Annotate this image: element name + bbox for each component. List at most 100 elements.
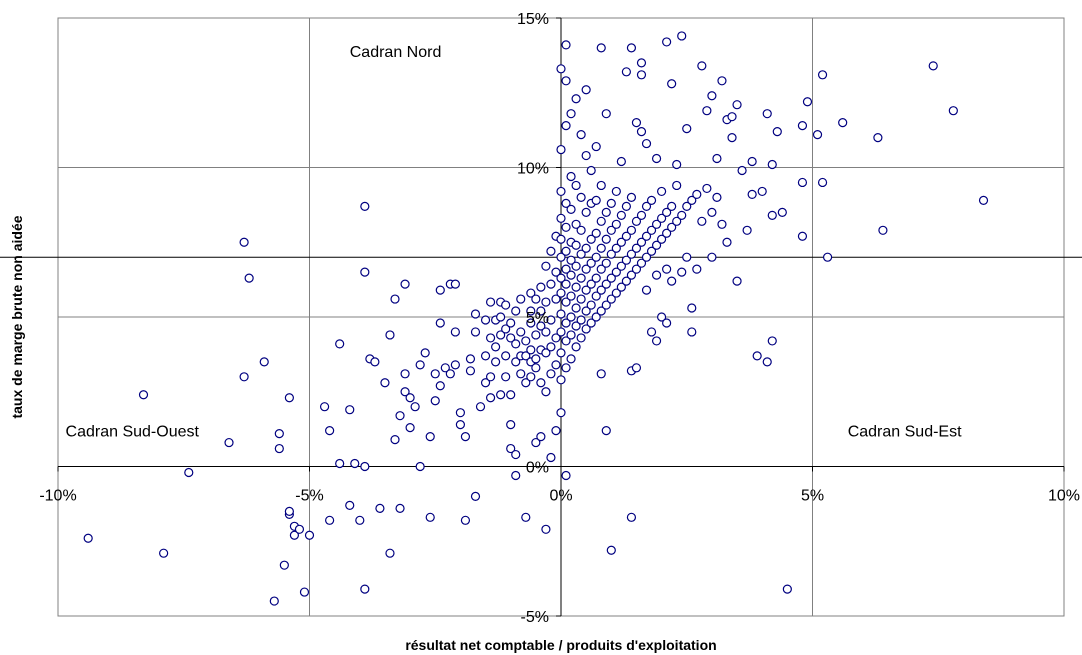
data-point: [667, 276, 677, 286]
data-point: [455, 420, 465, 430]
data-point: [480, 351, 491, 361]
data-point: [294, 524, 305, 534]
data-point: [667, 222, 677, 232]
data-point: [435, 318, 445, 328]
data-point: [566, 204, 576, 214]
data-point: [385, 330, 395, 340]
data-point: [269, 596, 279, 606]
data-point: [289, 530, 300, 540]
data-point: [656, 234, 667, 244]
data-point: [646, 225, 657, 235]
data-point: [656, 213, 667, 223]
data-point: [707, 91, 717, 101]
data-point: [817, 70, 828, 80]
data-point: [526, 372, 536, 382]
data-point: [345, 405, 355, 415]
data-point: [616, 237, 626, 247]
data-point: [707, 207, 717, 217]
data-point: [551, 294, 561, 304]
data-point: [184, 467, 194, 478]
data-point: [742, 225, 752, 235]
data-point: [531, 294, 541, 304]
data-point: [239, 237, 249, 247]
data-point: [611, 267, 621, 277]
data-point: [284, 393, 294, 403]
data-point: [651, 219, 662, 229]
data-point: [390, 294, 400, 304]
data-point: [581, 207, 591, 217]
data-point: [480, 315, 491, 325]
data-point: [672, 216, 682, 226]
data-point: [606, 545, 616, 555]
data-point: [420, 348, 430, 358]
data-point: [601, 234, 611, 244]
data-point: [460, 515, 471, 525]
data-point: [611, 186, 621, 197]
data-point: [385, 548, 395, 558]
data-point: [138, 390, 149, 400]
quadrant-label: Cadran Sud-Ouest: [66, 424, 200, 441]
data-point: [511, 306, 521, 316]
data-point: [83, 533, 93, 543]
data-point: [571, 321, 581, 331]
data-point: [682, 124, 692, 134]
data-point: [571, 303, 581, 313]
data-point: [561, 222, 571, 232]
data-point: [566, 270, 576, 280]
data-point: [802, 97, 813, 107]
data-point: [636, 58, 647, 68]
data-point: [325, 426, 335, 436]
data-point: [591, 195, 601, 205]
data-point: [616, 156, 626, 167]
data-point: [636, 258, 647, 268]
data-point: [531, 354, 541, 364]
data-point: [581, 150, 591, 161]
data-point: [501, 372, 511, 382]
data-point: [556, 144, 566, 155]
data-point: [561, 336, 571, 346]
data-point: [501, 324, 511, 334]
data-point: [496, 312, 506, 322]
data-point: [440, 363, 450, 373]
data-point: [646, 327, 657, 337]
data-point: [767, 159, 777, 170]
data-point: [636, 127, 647, 137]
data-point: [541, 327, 551, 337]
data-point: [732, 276, 742, 286]
data-point: [566, 330, 576, 340]
data-point: [576, 130, 586, 140]
data-point: [470, 327, 481, 337]
data-point: [631, 363, 642, 373]
data-point: [662, 228, 672, 238]
x-tick-label: 0%: [549, 488, 572, 505]
data-point: [576, 333, 586, 343]
data-point: [687, 327, 697, 337]
data-point: [335, 458, 345, 469]
data-point: [737, 165, 747, 176]
data-point: [667, 79, 677, 89]
data-point: [380, 378, 390, 388]
data-point: [732, 100, 742, 110]
data-point: [747, 156, 757, 167]
data-point: [571, 180, 581, 191]
data-point: [586, 234, 596, 244]
data-points: [83, 31, 989, 606]
data-point: [591, 141, 601, 152]
data-point: [812, 130, 823, 140]
data-point: [561, 76, 571, 86]
data-point: [516, 369, 526, 379]
data-point: [621, 201, 631, 211]
data-point: [521, 336, 531, 346]
data-point: [717, 219, 727, 229]
data-point: [662, 207, 672, 217]
data-point: [616, 282, 626, 292]
y-tick-label: 0%: [526, 460, 549, 477]
data-point: [415, 461, 425, 472]
data-point: [485, 393, 496, 403]
data-point: [722, 237, 732, 247]
data-point: [626, 43, 637, 53]
data-point: [616, 261, 626, 271]
data-point: [345, 500, 355, 510]
data-point: [450, 327, 460, 337]
data-point: [541, 387, 551, 397]
